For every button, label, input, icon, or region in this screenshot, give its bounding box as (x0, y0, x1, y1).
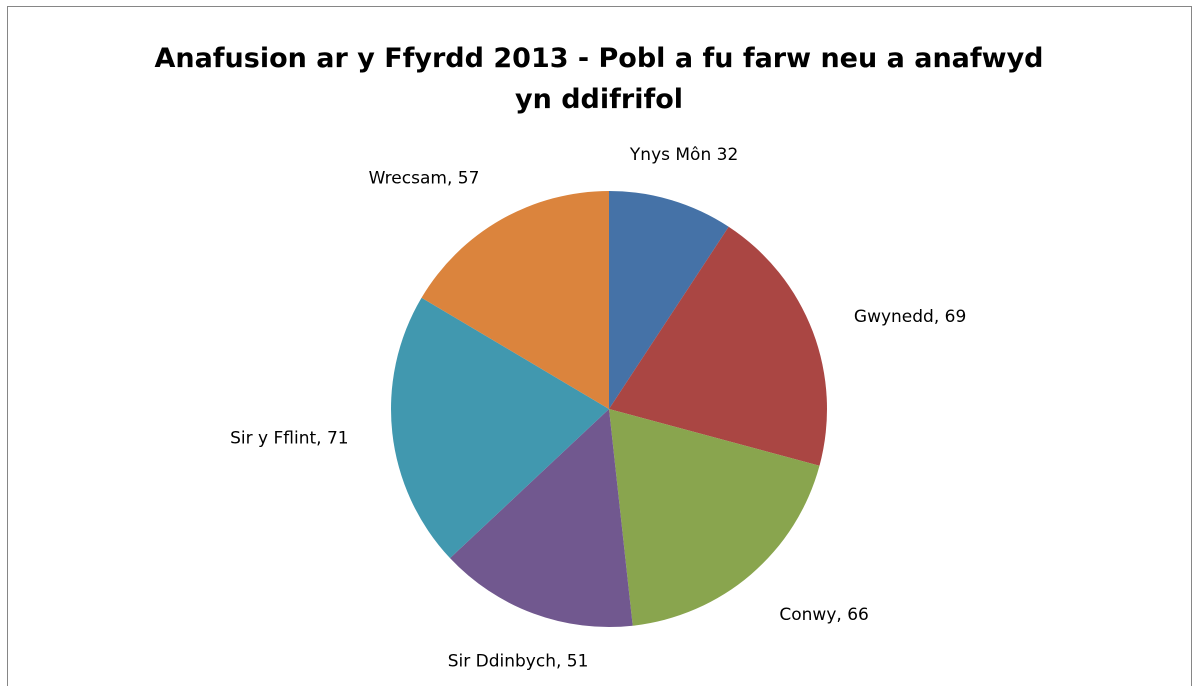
data-label-conwy: Conwy, 66 (779, 605, 868, 625)
chart-title: Anafusion ar y Ffyrdd 2013 - Pobl a fu f… (0, 38, 1198, 120)
pie-slice-sir-ddinbych (450, 409, 633, 628)
pie-slice-ynys-mon (609, 191, 729, 409)
data-label-wrecsam: Wrecsam, 57 (369, 168, 480, 188)
pie-slice-sir-y-fflint (391, 297, 609, 559)
chart-title-line-2: yn ddifrifol (515, 84, 683, 115)
data-label-sir-y-fflint: Sir y Fflint, 71 (230, 429, 348, 449)
data-label-sir-ddinbych: Sir Ddinbych, 51 (448, 652, 589, 672)
data-label-ynys-mon: Ynys Môn 32 (629, 145, 738, 165)
pie-slice-conwy (609, 409, 820, 626)
chart-title-line-1: Anafusion ar y Ffyrdd 2013 - Pobl a fu f… (154, 43, 1044, 74)
data-label-gwynedd: Gwynedd, 69 (854, 307, 966, 327)
pie-slice-wrecsam (421, 191, 609, 409)
pie-slice-gwynedd (609, 226, 828, 466)
